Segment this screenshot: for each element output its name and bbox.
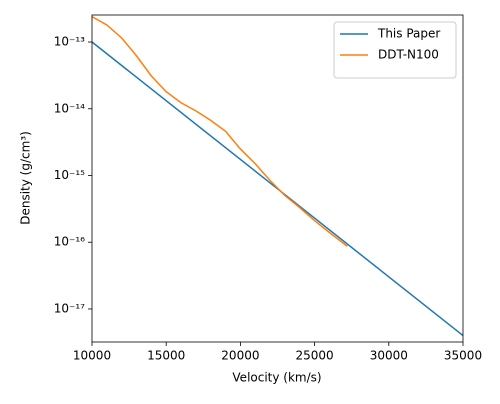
x-tick-label: 30000 [370, 349, 408, 363]
y-axis-label: Density (g/cm³) [19, 131, 33, 225]
x-tick-label: 35000 [444, 349, 482, 363]
x-tick-label: 25000 [296, 349, 334, 363]
x-tick-label: 15000 [147, 349, 185, 363]
line [92, 15, 348, 247]
y-tick-label: 10⁻¹⁵ [54, 168, 85, 182]
legend-label: This Paper [377, 27, 440, 41]
x-tick-label: 20000 [221, 349, 259, 363]
y-tick-label: 10⁻¹⁶ [54, 235, 85, 249]
legend-box [333, 21, 457, 79]
plot-frame [91, 14, 464, 343]
y-tick-label: 10⁻¹³ [54, 35, 85, 49]
legend-label: DDT-N100 [378, 48, 439, 62]
y-tick-label: 10⁻¹⁷ [54, 301, 85, 315]
y-tick-label: 10⁻¹⁴ [54, 101, 85, 115]
x-axis-label: Velocity (km/s) [232, 371, 321, 385]
x-tick-label: 10000 [73, 349, 111, 363]
